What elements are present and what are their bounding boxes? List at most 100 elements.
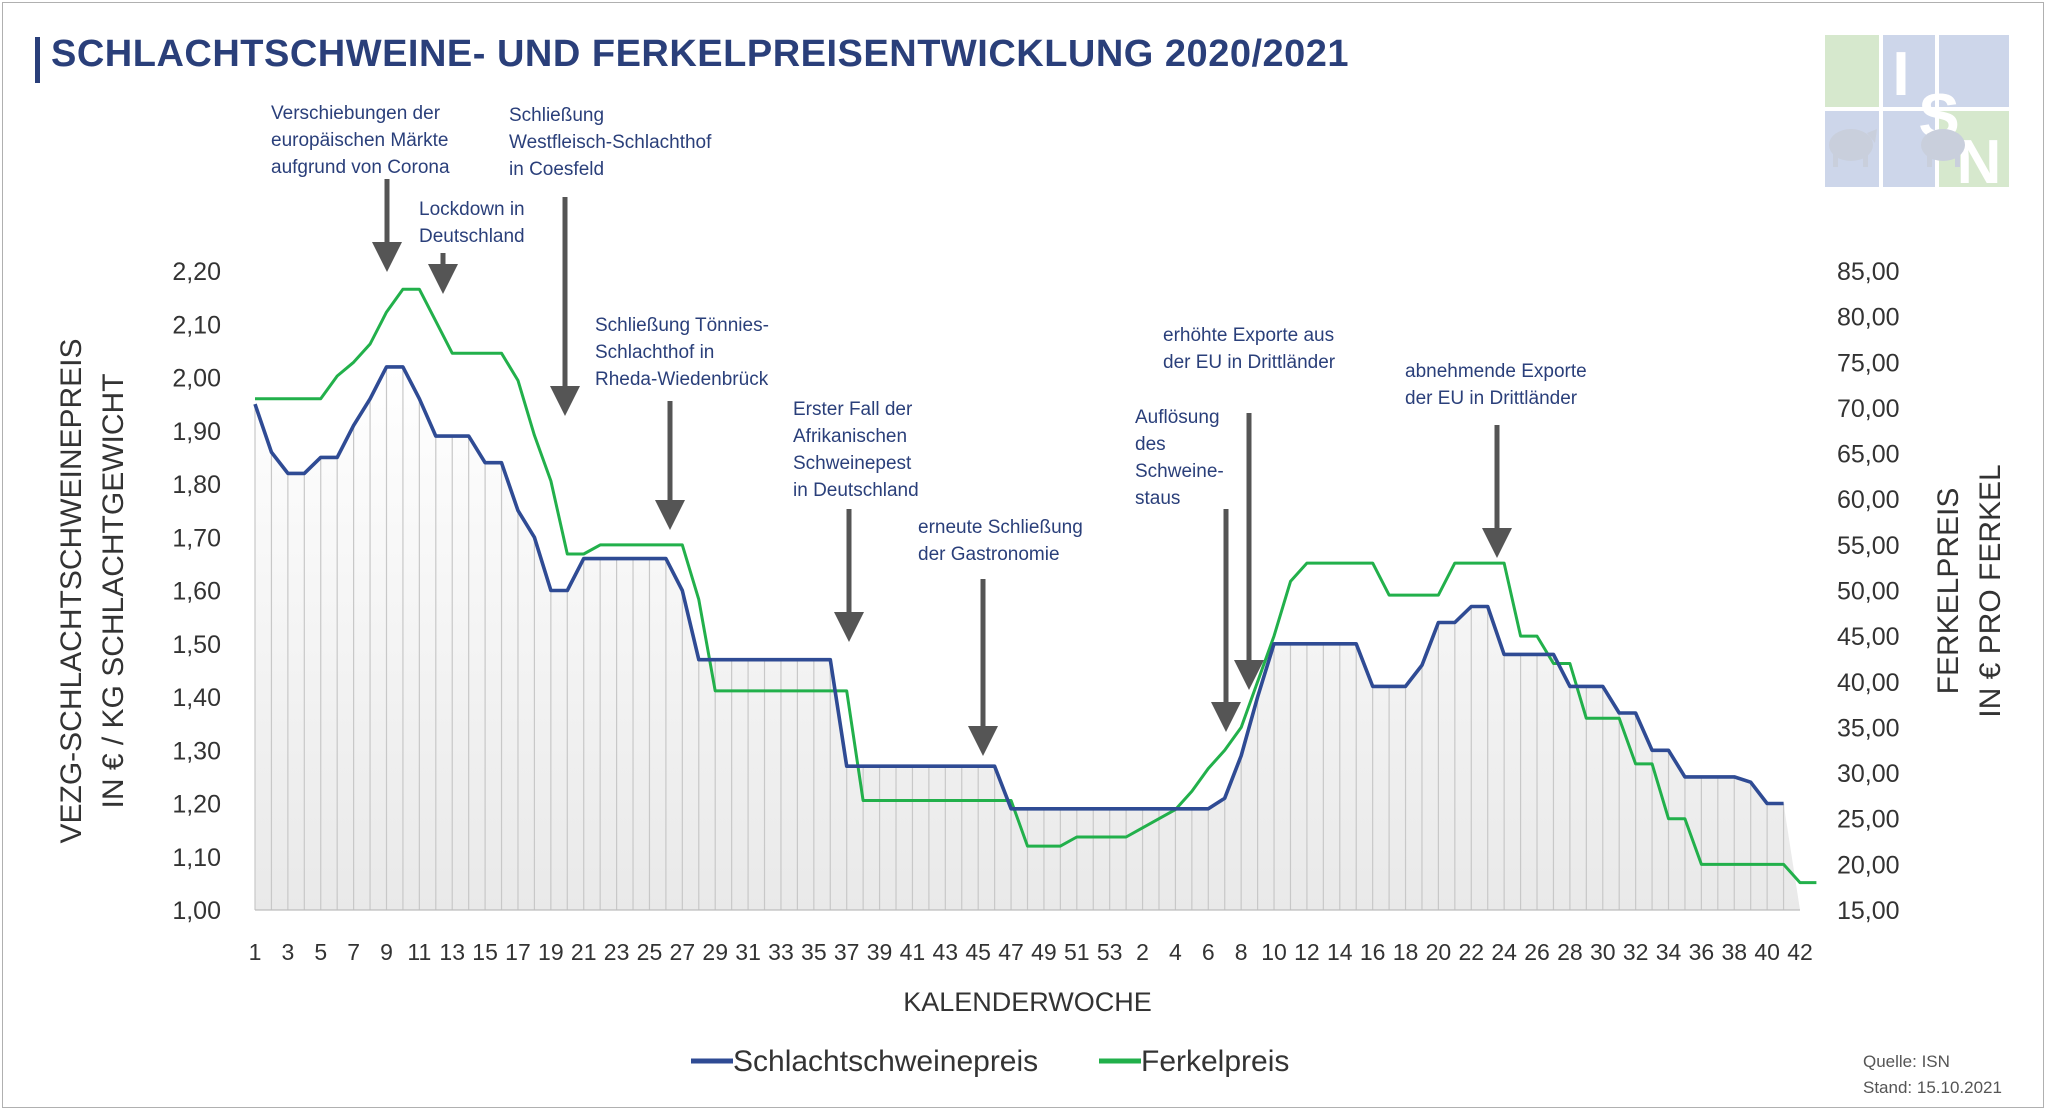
y-right-tick-label: 35,00 [1837, 714, 1900, 742]
x-tick-label: 7 [347, 939, 360, 965]
x-tick-label: 49 [1031, 939, 1057, 965]
y-right-tick-label: 80,00 [1837, 304, 1900, 332]
y-left-tick-label: 2,10 [172, 311, 221, 339]
tick-labels: 1,00 1,10 1,20 1,30 1,40 1,50 1,60 1,70 1,80 1,90… [172, 258, 1899, 965]
y-right-tick-label: 60,00 [1837, 486, 1900, 514]
x-tick-label: 16 [1360, 939, 1386, 965]
x-tick-label: 13 [439, 939, 465, 965]
annotation-text: abnehmende Exporte [1405, 361, 1587, 382]
annotation-bg [1127, 399, 1242, 517]
x-tick-label: 30 [1590, 939, 1616, 965]
x-tick-label: 18 [1393, 939, 1419, 965]
y-right-tick-label: 70,00 [1837, 395, 1900, 423]
x-axis-title: KALENDERWOCHE [903, 987, 1152, 1017]
annotation-text: Schließung [509, 105, 604, 126]
series-lines [253, 287, 1817, 885]
annotation-text: der EU in Drittländer [1405, 388, 1578, 409]
x-tick-label: 38 [1721, 939, 1747, 965]
annotation-text: aufgrund von Corona [271, 157, 450, 178]
y-right-tick-label: 75,00 [1837, 349, 1900, 377]
annotation-text: Schlachthof in [595, 342, 714, 363]
annotation-bg [263, 95, 490, 186]
annotation: Verschiebungen der europäischen Märkte auf… [263, 95, 490, 272]
x-tick-label: 45 [965, 939, 991, 965]
x-tick-label: 25 [637, 939, 663, 965]
annotation-bg [501, 97, 773, 188]
annotation-text: Afrikanischen [793, 426, 907, 447]
annotation-text: Schweinepest [793, 453, 912, 474]
y-left-tick-label: 1,60 [172, 578, 221, 606]
pig-icon [1829, 129, 1965, 167]
y-right-tick-label: 20,00 [1837, 851, 1900, 879]
axis-labels: KALENDERWOCHE VEZG-SCHLACHTSCHWEINEPREIS I… [55, 338, 2007, 1017]
x-tick-label: 6 [1202, 939, 1215, 965]
x-tick-label: 35 [801, 939, 827, 965]
x-tick-label: 22 [1458, 939, 1484, 965]
x-tick-label: 47 [998, 939, 1024, 965]
legend: Schlachtschweinepreis Ferkelpreis [691, 1045, 1289, 1078]
annotation-bg [411, 191, 549, 255]
x-tick-label: 32 [1623, 939, 1649, 965]
y-right-axis-title: FERKELPREIS [1932, 488, 1965, 695]
y-left-tick-label: 1,10 [172, 844, 221, 872]
annotation: erhöhte Exporte aus der EU in Drittländer [1155, 317, 1405, 690]
annotation-bg [910, 509, 1126, 573]
x-tick-label: 14 [1327, 939, 1353, 965]
x-tick-label: 20 [1426, 939, 1452, 965]
logo-letter-i: I [1892, 40, 1909, 109]
y-left-tick-label: 1,20 [172, 791, 221, 819]
annotation: Schließung Westfleisch-Schlachthof in Coes… [501, 97, 773, 416]
y-left-tick-label: 1,30 [172, 737, 221, 765]
x-tick-label: 34 [1656, 939, 1682, 965]
x-tick-label: 17 [505, 939, 531, 965]
annotation-text: Auflösung [1135, 407, 1220, 428]
x-tick-label: 12 [1294, 939, 1320, 965]
annotation-text: Rheda-Wiedenbrück [595, 369, 769, 390]
annotation-bg [785, 391, 967, 509]
x-tick-label: 9 [380, 939, 393, 965]
annotation: Auflösung des Schweine-staus [1127, 399, 1242, 732]
annotation-text: der EU in Drittländer [1163, 352, 1336, 373]
annotation: Schließung Tönnies- Schlachthof in Rheda-W… [587, 307, 814, 530]
x-tick-label: 5 [314, 939, 327, 965]
annotation-text: erneute Schließung [918, 517, 1083, 538]
annotation-text: Westfleisch-Schlachthof [509, 132, 712, 153]
area-fill [255, 366, 1800, 911]
annotation-text: in Deutschland [793, 480, 919, 501]
y-right-tick-label: 30,00 [1837, 760, 1900, 788]
x-tick-label: 41 [900, 939, 926, 965]
x-tick-label: 37 [834, 939, 860, 965]
x-tick-label: 33 [768, 939, 794, 965]
y-left-tick-label: 1,40 [172, 684, 221, 712]
source-stand: Stand: 15.10.2021 [1863, 1078, 2002, 1097]
x-tick-label: 4 [1169, 939, 1182, 965]
x-tick-label: 3 [281, 939, 294, 965]
annotations: Verschiebungen der europäischen Märkte auf… [263, 95, 1647, 756]
x-tick-label: 43 [933, 939, 959, 965]
x-tick-label: 26 [1524, 939, 1550, 965]
y-left-tick-label: 1,90 [172, 418, 221, 446]
x-tick-label: 40 [1754, 939, 1780, 965]
x-tick-label: 8 [1235, 939, 1248, 965]
source-quelle: Quelle: ISN [1863, 1052, 1950, 1071]
y-left-axis-title: VEZG-SCHLACHTSCHWEINEPREIS [55, 338, 88, 843]
x-tick-label: 19 [538, 939, 564, 965]
x-tick-label: 23 [604, 939, 630, 965]
y-right-tick-label: 85,00 [1837, 258, 1900, 286]
annotation-text: Schweine- [1135, 461, 1224, 482]
chart-title: SCHLACHTSCHWEINE- UND FERKELPREISENTWICK… [51, 33, 1350, 75]
annotation-text: erhöhte Exporte aus [1163, 325, 1334, 346]
x-tick-label: 2 [1136, 939, 1149, 965]
title-accent-bar [35, 37, 40, 83]
y-left-tick-label: 2,20 [172, 258, 221, 286]
x-tick-label: 27 [670, 939, 696, 965]
annotation: Lockdown in Deutschland [411, 191, 549, 294]
annotation-text: staus [1135, 488, 1180, 509]
y-left-tick-label: 1,50 [172, 631, 221, 659]
x-tick-label: 10 [1261, 939, 1287, 965]
source-note: Quelle: ISN Stand: 15.10.2021 [1863, 1049, 2002, 1101]
annotation-text: Lockdown in [419, 199, 525, 220]
y-left-tick-label: 1,80 [172, 471, 221, 499]
y-right-tick-label: 55,00 [1837, 532, 1900, 560]
